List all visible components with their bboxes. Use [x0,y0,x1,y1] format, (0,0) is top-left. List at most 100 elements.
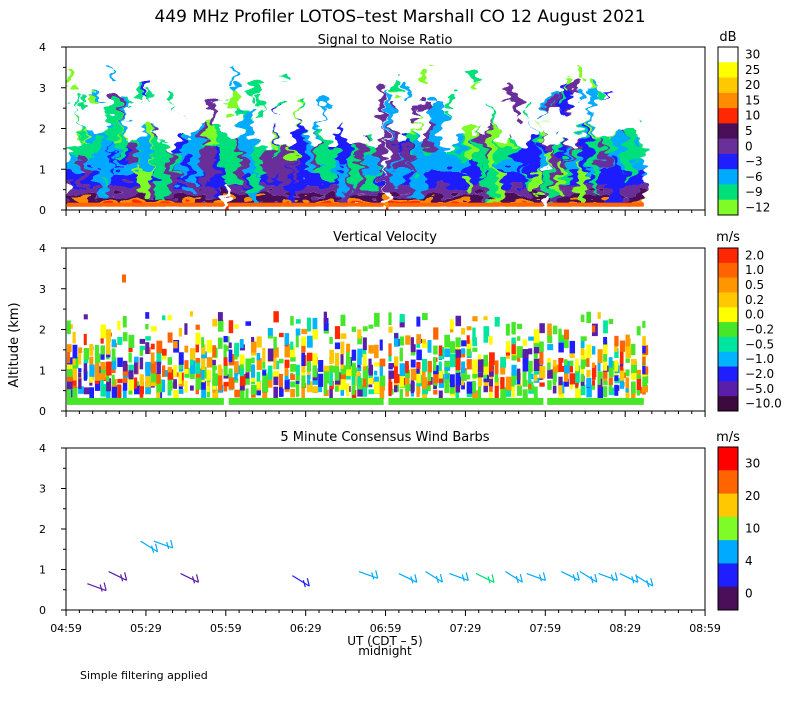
vv-cell [449,326,454,333]
vv-cell [156,340,163,354]
colorbar-label: 2.0 [745,248,764,262]
vv-cell [111,348,116,362]
wind-plot-frame [65,447,706,611]
vv-cell [66,385,72,399]
vv-cell [563,359,568,366]
vv-cell [405,369,410,378]
vv-cell [636,376,642,391]
wind-barb [358,570,379,580]
vv-cell [122,315,127,328]
vv-cell [522,339,528,346]
vv-cell [547,344,554,351]
vv-cell [591,365,597,378]
vv-cell [223,374,229,379]
snr-cell [421,67,430,78]
colorbar-swatch [718,396,738,412]
vv-cell [351,349,357,361]
vv-cell [162,365,166,377]
vv-cell [472,347,478,352]
vv-cell [547,358,551,363]
wind-barb [449,572,469,582]
snr-cell [483,163,498,199]
vv-cell [642,354,646,365]
vv-cell [444,361,451,368]
vv-cell [273,376,279,386]
vv-cell [563,378,569,387]
vv-cell [522,373,527,386]
axes: 0 1 2 3 4 0 1 2 3 4 0 1 2 3 4 04:59 05:29 05:59 06:29 06:59… [39,41,721,635]
vv-cell [466,326,472,331]
vv-cell [489,390,493,402]
vv-cell [477,359,484,373]
vv-cell [195,324,200,330]
snr-gap [324,103,345,125]
vv-cell [500,356,507,368]
vv-cell [195,332,201,345]
colorbar-label: 5 [745,124,753,138]
snr-gap [298,103,315,129]
vv-cell [477,389,482,400]
vv-cell [362,365,369,379]
snr-cell [78,150,86,201]
snr-gap [356,92,373,138]
vv-cell [239,367,245,377]
vv-cell [323,317,329,331]
vv-cell [184,345,189,353]
vv-cell [89,358,94,365]
snr-gap [615,98,634,128]
vv-cell [533,368,540,375]
vv-cell [66,376,73,390]
vv-cell [256,336,262,348]
vv-unit-label: m/s [716,230,740,245]
snr-band [66,195,224,202]
vv-cell [461,370,467,381]
vv-cell [625,334,630,347]
vv-cell [642,336,646,346]
colorbar-label: −0.5 [745,337,774,351]
vv-cell [284,379,290,390]
vv-cell [416,382,421,394]
vv-cell [262,347,266,362]
vv-cell [228,320,234,334]
vv-cell [444,383,450,394]
snr-gap [568,103,582,128]
vv-cell [83,314,88,320]
vv-cell [262,370,267,376]
vv-cell [455,337,461,347]
vv-cell [284,359,290,368]
vv-cell [312,329,318,340]
vv-cell [394,356,399,367]
vv-cell [340,377,347,391]
vv-cell [539,382,545,387]
vv-cell [189,385,194,391]
colorbar-label: 10 [745,522,760,536]
vv-cell [167,315,172,321]
vv-cell [362,352,367,367]
vv-cell [329,349,334,364]
wind-barb [398,573,418,584]
vv-cell [201,337,205,348]
vv-cell [323,311,328,324]
vv-cell [433,327,439,340]
vv-cell [505,376,512,391]
vv-cell [239,373,246,386]
vv-cell [427,369,432,382]
vv-cell [357,372,361,386]
vv-cell [517,336,521,341]
vv-cell [580,342,585,356]
vv-cell [295,319,301,324]
vv-cell [262,361,266,369]
snr-cell [272,99,282,107]
vv-cell [78,368,82,373]
vv-cell [351,326,356,332]
wind-barb [140,540,159,553]
vv-cell [284,343,291,358]
vv-cell [410,359,416,368]
vv-cell [547,323,552,336]
snr-surface [388,206,544,210]
vv-cell [340,387,345,396]
vv-cell [228,342,232,349]
vv-cell [273,311,279,323]
vv-cell [150,361,156,374]
snr-cell [183,154,191,182]
